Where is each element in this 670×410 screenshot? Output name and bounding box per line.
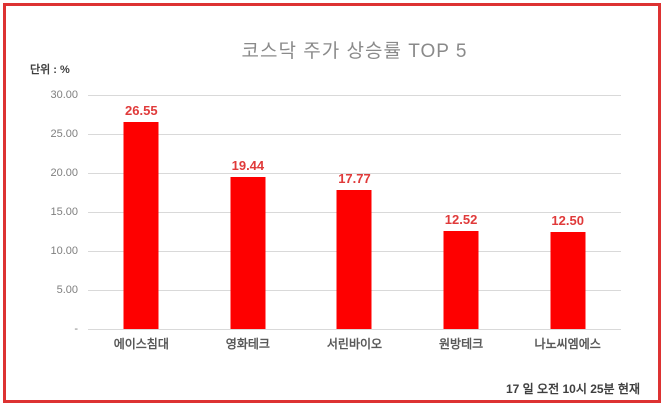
bar-value-label: 17.77 <box>338 171 371 187</box>
bar-series: 26.55 19.44 17.77 12.52 12.50 <box>88 95 621 329</box>
y-tick-label: 20.00 <box>50 167 78 179</box>
gridline <box>88 329 621 330</box>
chart-title: 코스닥 주가 상승률 TOP 5 <box>241 41 468 62</box>
gridline <box>88 134 621 135</box>
bar-영화테크 <box>230 177 266 329</box>
bar-slot: 26.55 <box>88 95 195 329</box>
y-tick-label: 10.00 <box>50 245 78 257</box>
gridline <box>88 173 621 174</box>
bar-나노씨엠에스 <box>550 231 586 329</box>
bar-slot: 17.77 <box>301 95 408 329</box>
category-label: 서린바이오 <box>326 337 383 351</box>
bar-slot: 12.50 <box>514 95 621 329</box>
bar-slot: 12.52 <box>408 95 515 329</box>
bar-서린바이오 <box>336 190 372 329</box>
bar-원방테크 <box>443 231 479 329</box>
x-axis-labels: 에이스침대 영화테크 서린바이오 원방테크 나노씨엠에스 <box>88 335 621 352</box>
plot-area: 26.55 19.44 17.77 12.52 12.50 <box>88 95 621 330</box>
category-label: 에이스침대 <box>113 337 169 351</box>
category-label: 나노씨엠에스 <box>534 337 601 351</box>
bar-value-label: 12.52 <box>444 212 478 228</box>
y-tick-label: 25.00 <box>50 128 78 140</box>
chart-frame <box>3 3 661 403</box>
bar-slot: 19.44 <box>195 95 302 329</box>
category-label: 원방테크 <box>438 337 484 351</box>
bar-value-label: 26.55 <box>125 102 158 118</box>
category-label: 영화테크 <box>225 337 270 351</box>
bar-에이스침대 <box>123 121 159 329</box>
unit-label: 단위 : % <box>30 64 70 76</box>
bar-value-label: 12.50 <box>551 212 584 228</box>
y-tick-label: 5.00 <box>56 284 78 296</box>
y-tick-label: - <box>74 323 78 335</box>
timestamp-label: 17 일 오전 10시 25분 현재 <box>506 382 640 396</box>
bar-value-label: 19.44 <box>231 158 265 174</box>
y-tick-label: 30.00 <box>50 89 78 101</box>
y-tick-label: 15.00 <box>50 206 78 218</box>
gridline <box>88 95 621 96</box>
